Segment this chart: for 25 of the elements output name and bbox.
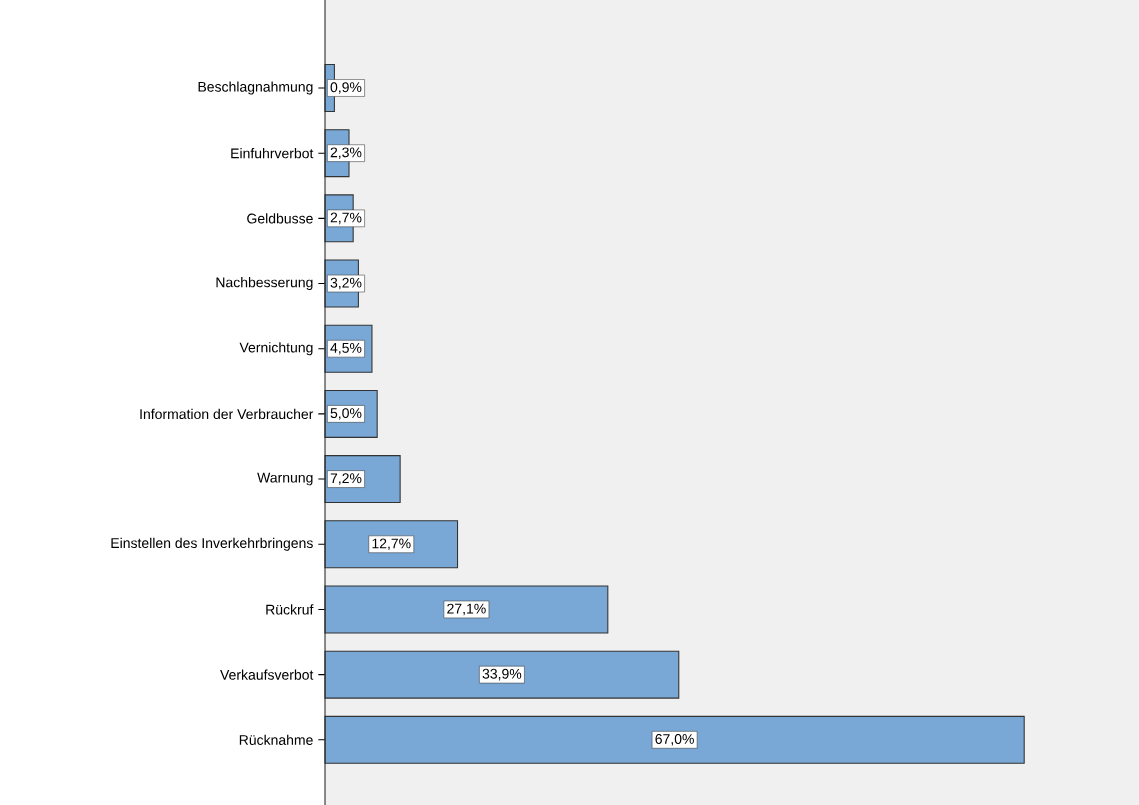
y-tick-label: Warnung xyxy=(257,472,313,486)
y-tick-label: Information der Verbraucher xyxy=(140,408,314,420)
y-tick-label: Einfuhrverbot xyxy=(231,148,314,159)
y-tick-label: Geldbusse xyxy=(247,213,313,224)
data-label: 67,0% xyxy=(655,734,694,746)
bar xyxy=(324,585,609,634)
y-tick-label: Rückruf xyxy=(266,604,314,615)
data-label: 7,2% xyxy=(330,473,362,485)
data-label: 12,7% xyxy=(372,538,411,551)
y-tick-label: Nachbesserung xyxy=(216,277,313,291)
data-label: 3,2% xyxy=(330,277,362,290)
bar xyxy=(324,715,1025,764)
data-label: 0,9% xyxy=(330,82,362,94)
data-label: 4,5% xyxy=(330,342,362,355)
bar xyxy=(324,650,680,699)
y-tick-label: Vernichtung xyxy=(239,342,313,356)
y-tick-label: Verkaufsverbot xyxy=(220,669,314,680)
data-label: 5,0% xyxy=(330,408,362,420)
data-label: 33,9% xyxy=(482,668,522,681)
y-tick-label: Einstellen des Inverkehrbringens xyxy=(111,537,313,551)
y-tick-label: Beschlagnahmung xyxy=(198,81,313,95)
data-label: 2,7% xyxy=(330,212,362,225)
data-label: 27,1% xyxy=(447,603,486,616)
data-label: 2,3% xyxy=(330,147,362,159)
y-tick-label: Rücknahme xyxy=(239,734,313,745)
